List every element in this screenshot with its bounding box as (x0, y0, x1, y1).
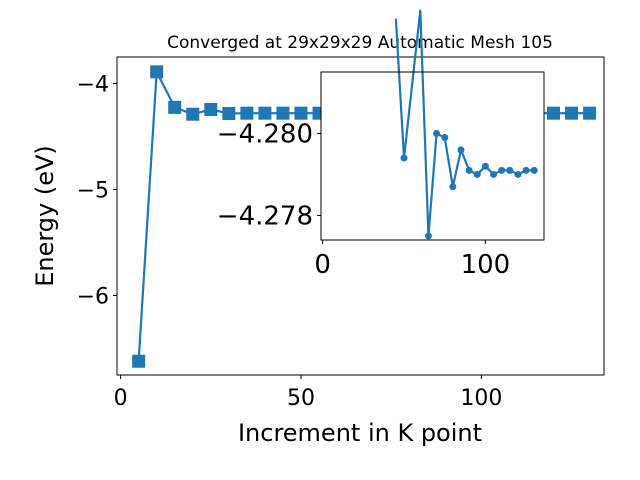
inset-data-point (424, 232, 432, 240)
inset-data-point (514, 170, 522, 178)
inset-data-point (522, 166, 530, 174)
inset-plot: 0 100 −4.280 −4.278 (217, 9, 545, 280)
chart-title: Converged at 29x29x29 Automatic Mesh 105 (167, 33, 553, 53)
inset-series (394, 9, 538, 240)
main-y-tick-label: −6 (77, 285, 109, 310)
main-data-point (204, 102, 218, 116)
main-axes: 0 50 100 −6 −5 −4 (77, 73, 503, 412)
main-data-point (294, 106, 308, 120)
main-y-tick-label: −5 (77, 179, 109, 204)
inset-background (321, 72, 544, 240)
inset-axes: 0 100 −4.280 −4.278 (217, 119, 510, 280)
inset-data-point (473, 170, 481, 178)
inset-data-point (433, 129, 441, 137)
main-data-point (132, 354, 146, 368)
main-data-point (186, 107, 200, 121)
inset-data-point (441, 134, 449, 142)
main-data-point (150, 65, 164, 79)
inset-frame (320, 71, 545, 241)
inset-y-tick-label: −4.280 (217, 119, 313, 149)
main-x-tick-label: 100 (460, 386, 502, 411)
main-x-tick-label: 50 (287, 386, 315, 411)
main-data-point (276, 106, 290, 120)
inset-x-tick-label: 100 (461, 250, 511, 280)
inset-data-point (400, 154, 408, 162)
y-axis-label: Energy (eV) (31, 145, 59, 287)
main-data-point (258, 106, 272, 120)
main-data-point (168, 100, 182, 114)
inset-data-point (506, 166, 514, 174)
inset-data-point (530, 166, 538, 174)
inset-data-point (481, 162, 489, 170)
main-y-tick-label: −4 (77, 73, 109, 98)
main-data-point (583, 106, 597, 120)
main-data-point (565, 106, 579, 120)
inset-y-tick-label: −4.278 (217, 201, 313, 231)
inset-data-point (465, 166, 473, 174)
inset-data-point (449, 183, 457, 191)
main-x-tick-label: 0 (114, 386, 128, 411)
inset-data-point (498, 166, 506, 174)
inset-data-point (490, 170, 498, 178)
inset-data-point (457, 146, 465, 154)
main-data-point (222, 106, 236, 120)
inset-x-tick-label: 0 (314, 250, 331, 280)
main-plot-frame (116, 56, 605, 376)
main-data-point (546, 106, 560, 120)
main-data-point (240, 106, 254, 120)
x-axis-label: Increment in K point (238, 419, 482, 447)
